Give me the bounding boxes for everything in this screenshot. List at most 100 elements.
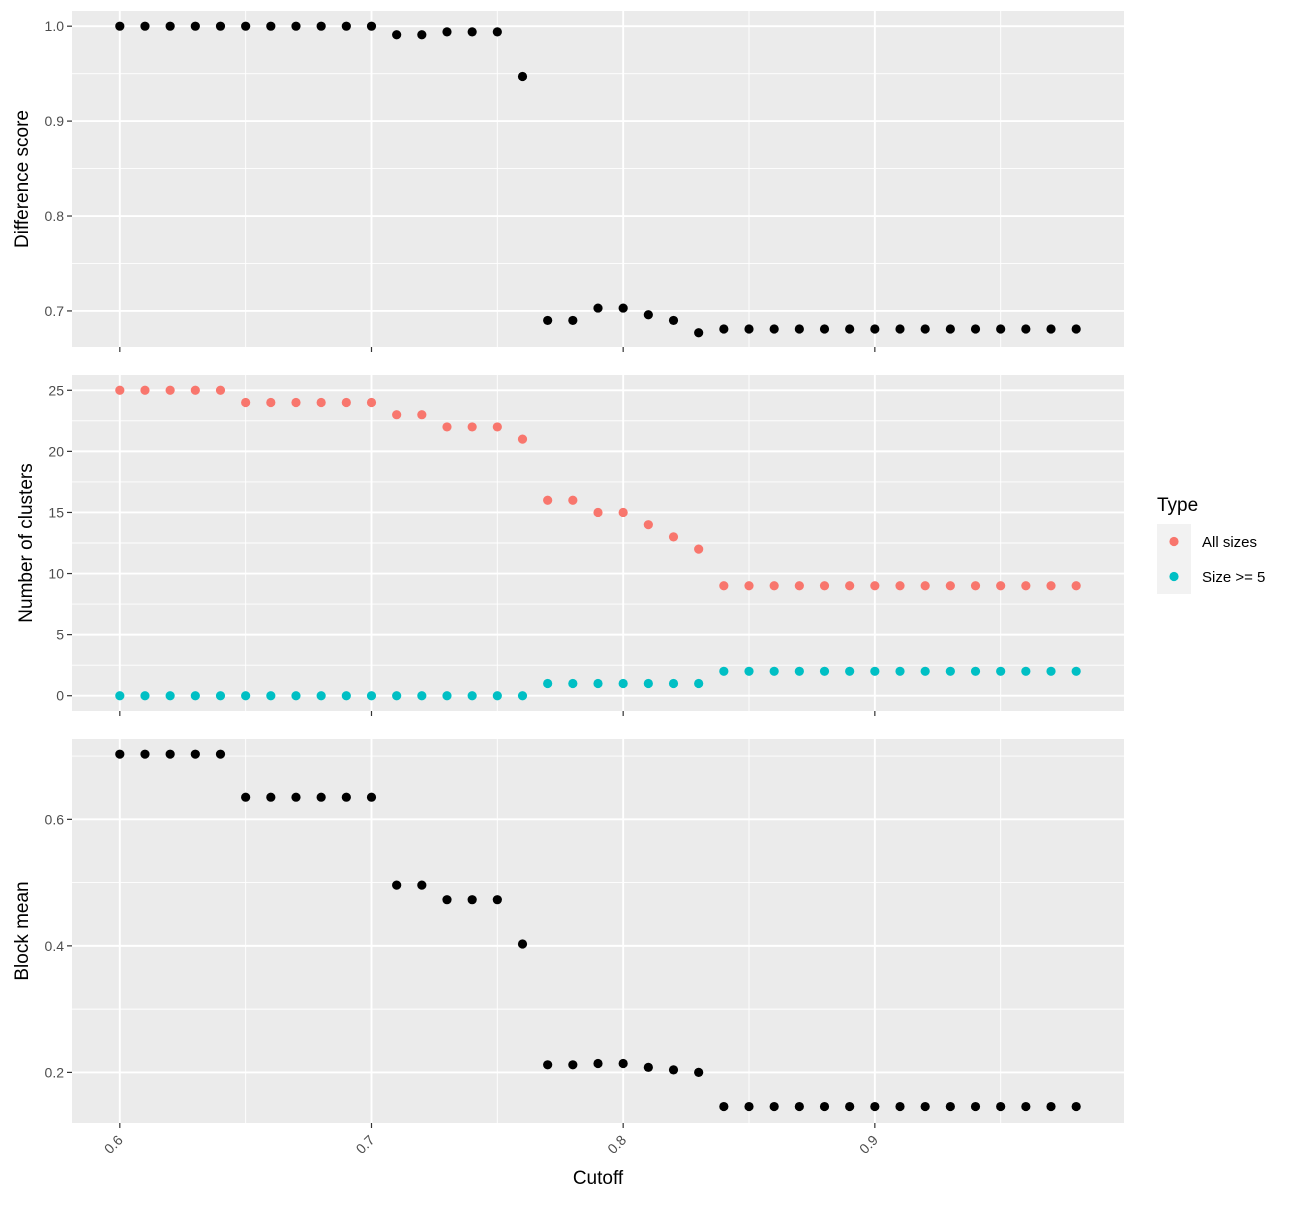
data-point [769, 324, 779, 334]
data-point [417, 691, 427, 701]
data-point [190, 21, 200, 31]
data-point [140, 749, 150, 759]
data-point [241, 21, 251, 31]
data-point [668, 532, 679, 542]
data-point [165, 749, 175, 759]
data-point [442, 422, 452, 432]
data-point [115, 21, 125, 31]
data-point [970, 1101, 981, 1112]
data-point [165, 691, 175, 701]
series-1 [115, 385, 1081, 591]
legend-marker [1169, 536, 1179, 547]
data-point [1021, 581, 1031, 591]
data-point [945, 1101, 955, 1112]
data-point [895, 324, 905, 334]
data-point [140, 21, 150, 31]
data-point [442, 691, 452, 701]
data-point [442, 27, 452, 37]
data-point [996, 1101, 1006, 1112]
y-tick-label: 15 [48, 504, 64, 520]
data-point [492, 422, 502, 432]
data-point [165, 385, 175, 395]
data-point [568, 1060, 578, 1070]
data-point [417, 30, 427, 40]
y-tick-label: 20 [48, 443, 64, 459]
data-point [794, 324, 804, 334]
data-point [794, 666, 804, 676]
data-point [643, 520, 653, 530]
data-point [719, 1101, 729, 1112]
data-point [467, 691, 477, 701]
data-point [190, 749, 200, 759]
data-point [543, 315, 553, 326]
data-point [341, 691, 351, 701]
data-point [266, 397, 276, 408]
data-point [417, 410, 427, 420]
data-point [694, 328, 704, 338]
panel-2: 0 5 10 15 20 25 Number of clusters [16, 375, 1124, 716]
data-point [215, 385, 226, 395]
data-point [895, 1101, 905, 1112]
data-point [568, 495, 578, 505]
series-2 [115, 666, 1081, 701]
data-point [543, 1060, 553, 1070]
data-point [492, 895, 502, 905]
data-point [1046, 324, 1056, 334]
data-point [719, 666, 729, 676]
data-point [392, 880, 402, 890]
data-point [417, 880, 427, 890]
y-tick-label: 0.7 [45, 303, 65, 319]
data-point [366, 397, 377, 408]
data-point [996, 581, 1006, 591]
data-point [744, 1101, 754, 1112]
data-point [668, 315, 679, 326]
data-point [1021, 666, 1031, 676]
data-point [819, 1101, 830, 1112]
y-tick-label: 5 [56, 627, 64, 643]
x-tick-label: 0.8 [604, 1132, 629, 1157]
data-point [618, 507, 628, 518]
data-point [190, 385, 200, 395]
y-tick-label: 0.6 [45, 811, 65, 827]
data-point [165, 21, 175, 31]
data-point [316, 397, 326, 408]
data-point [643, 310, 653, 320]
data-point [241, 691, 251, 701]
data-point [819, 324, 830, 334]
y-tick-label: 0.4 [45, 938, 65, 954]
data-point [140, 691, 150, 701]
data-point [618, 303, 628, 313]
data-point [291, 792, 301, 802]
data-point [442, 895, 452, 905]
data-point [366, 691, 377, 701]
legend-marker [1169, 571, 1179, 582]
data-point [996, 666, 1006, 676]
data-point [845, 581, 855, 591]
data-point [719, 581, 729, 591]
data-point [694, 678, 704, 689]
legend-label: All sizes [1202, 534, 1257, 551]
data-point [1046, 1101, 1056, 1112]
panel-background [72, 11, 1124, 347]
data-point [870, 324, 880, 334]
data-point [970, 666, 981, 676]
y-tick-label: 25 [48, 382, 64, 398]
data-point [291, 691, 301, 701]
data-point [392, 410, 402, 420]
x-tick-label: 0.9 [856, 1132, 881, 1157]
data-point [543, 495, 553, 505]
y-tick-label: 0 [56, 688, 64, 704]
x-axis-title: Cutoff [573, 1168, 624, 1189]
legend: Type All sizes Size >= 5 [1157, 495, 1265, 594]
data-point [694, 544, 704, 554]
data-point [115, 385, 125, 395]
data-point [215, 749, 226, 759]
legend-label: Size >= 5 [1202, 569, 1265, 586]
data-point [945, 666, 955, 676]
series-1 [115, 21, 1081, 338]
data-point [668, 678, 679, 689]
y-axis-title: Block mean [12, 881, 33, 980]
data-point [392, 691, 402, 701]
data-point [1021, 1101, 1031, 1112]
